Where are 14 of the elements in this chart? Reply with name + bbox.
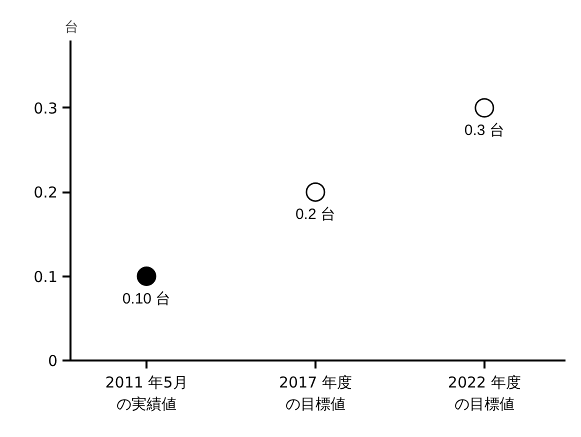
y-tick-label: 0.1 bbox=[34, 268, 58, 286]
y-tick-label: 0.2 bbox=[34, 184, 58, 202]
x-tick-label: 2011 年5月の実績値 bbox=[105, 374, 188, 414]
y-tick-label: 0 bbox=[48, 352, 58, 370]
x-tick-label: 2017 年度の目標値 bbox=[278, 374, 352, 414]
y-axis-title: 台 bbox=[64, 20, 78, 36]
point bbox=[136, 266, 156, 286]
x-tick-label: 2022 年度の目標値 bbox=[448, 374, 521, 414]
point bbox=[474, 98, 494, 118]
point bbox=[306, 182, 326, 202]
data-label: 0.2 台 bbox=[295, 206, 336, 224]
data-label: 0.3 台 bbox=[464, 122, 504, 139]
data-label: 0.10 台 bbox=[122, 290, 171, 308]
y-tick-label: 0.3 bbox=[34, 99, 58, 118]
